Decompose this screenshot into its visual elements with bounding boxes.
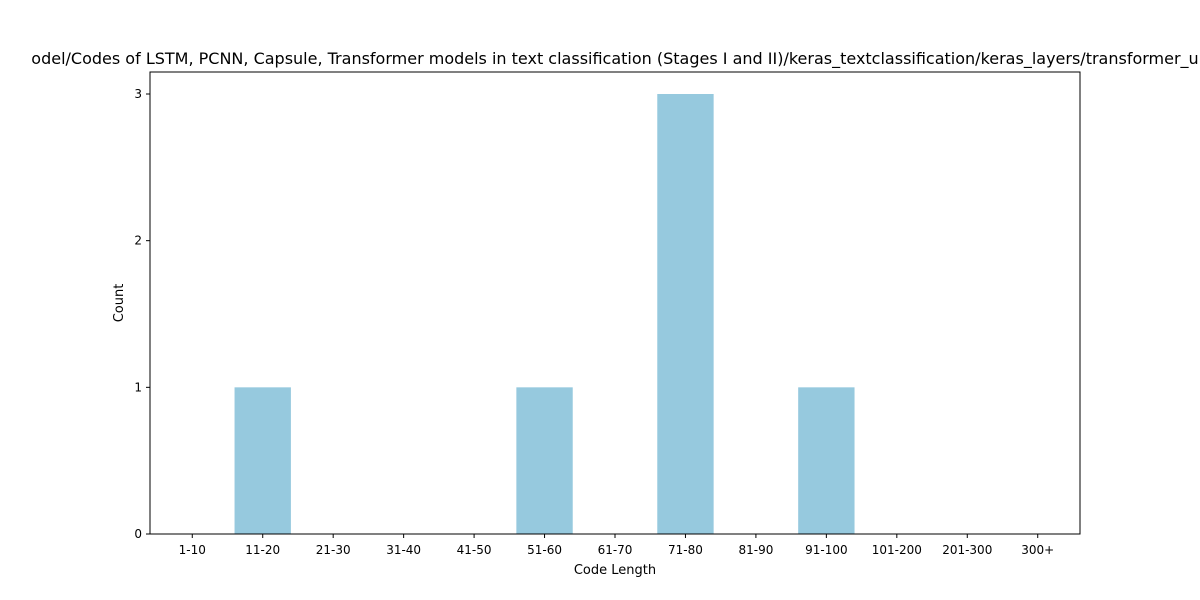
bar-11-20	[234, 387, 291, 534]
bar-71-80	[657, 94, 714, 534]
x-tick-label: 1-10	[179, 543, 206, 557]
y-axis-label: Count	[112, 284, 127, 323]
x-tick-label: 41-50	[457, 543, 492, 557]
bar-91-100	[798, 387, 855, 534]
x-axis: 1-10 11-20 21-30 31-40 41-50 51-60 61-70 71-80 8…	[179, 534, 1054, 557]
y-tick-label: 3	[134, 87, 142, 101]
y-tick-label: 2	[134, 234, 142, 248]
x-tick-label: 101-200	[872, 543, 922, 557]
x-tick-label: 61-70	[598, 543, 633, 557]
chart-title: odel/Codes of LSTM, PCNN, Capsule, Trans…	[31, 49, 1198, 69]
bar-51-60	[516, 387, 573, 534]
x-tick-label: 31-40	[386, 543, 421, 557]
x-tick-label: 201-300	[942, 543, 992, 557]
bars-group	[234, 94, 855, 534]
y-axis: 0 1 2 3	[134, 87, 150, 541]
x-tick-label: 51-60	[527, 543, 562, 557]
x-tick-label: 300+	[1021, 543, 1054, 557]
x-tick-label: 11-20	[245, 543, 280, 557]
y-tick-label: 0	[134, 527, 142, 541]
x-axis-label: Code Length	[574, 563, 656, 578]
x-tick-label: 71-80	[668, 543, 703, 557]
x-tick-label: 81-90	[738, 543, 773, 557]
x-tick-label: 91-100	[805, 543, 848, 557]
y-tick-label: 1	[134, 380, 142, 394]
x-tick-label: 21-30	[316, 543, 351, 557]
